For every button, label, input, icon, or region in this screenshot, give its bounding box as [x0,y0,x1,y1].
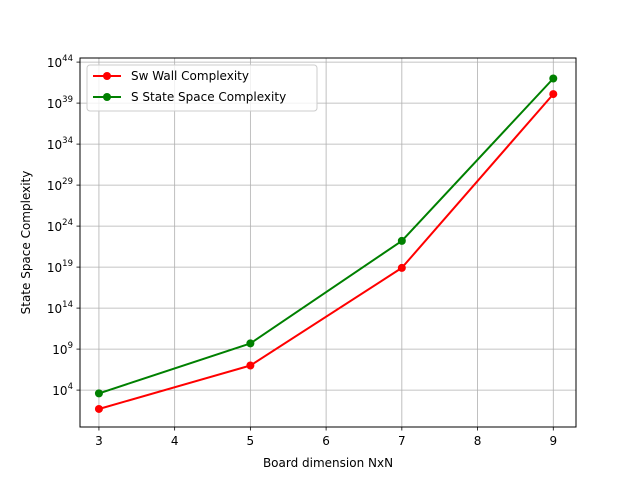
x-tick-label: 4 [171,434,179,448]
legend-box [86,64,318,112]
plot-frame [79,57,577,428]
legend-marker [103,72,111,80]
y-tick-exponent: 29 [62,177,73,187]
y-tick-label: 104 [52,382,73,398]
series-2-point [549,74,558,83]
series-2-point [246,339,255,348]
series-line-2 [98,77,555,395]
legend: Sw Wall Complexity S State Space Complexi… [86,64,318,112]
x-axis-label: Board dimension NxN [263,456,393,470]
y-tick-exponent: 9 [68,341,73,351]
legend-marker [103,93,111,101]
y-tick-label: 1024 [47,218,73,234]
y-tick-label: 109 [52,341,73,357]
x-tick-label: 7 [398,434,406,448]
y-tick-label: 1039 [47,95,73,111]
y-tick-label: 1044 [47,54,73,70]
y-tick-label: 1029 [47,177,73,193]
y-tick-exponent: 24 [62,218,73,228]
series-group [94,74,558,413]
y-tick-base: 10 [52,343,67,357]
series-2-point [94,389,103,398]
y-tick-label: 1019 [47,259,73,275]
y-tick-base: 10 [47,302,62,316]
y-tick-label: 1014 [47,300,73,316]
series-1-point [397,263,406,272]
y-tick-exponent: 19 [62,259,73,269]
x-tick-label: 9 [549,434,557,448]
series-2-point [397,236,406,245]
series-1-point [246,361,255,370]
y-tick-base: 10 [47,220,62,234]
y-tick-base: 10 [47,138,62,152]
y-tick-base: 10 [47,179,62,193]
y-tick-exponent: 39 [62,95,73,105]
y-tick-base: 10 [52,384,67,398]
series-1-point [94,404,103,413]
y-tick-base: 10 [47,56,62,70]
x-tick-label: 3 [95,434,103,448]
legend-label: Sw Wall Complexity [131,69,249,83]
y-tick-base: 10 [47,97,62,111]
y-tick-label: 1034 [47,136,73,152]
series-line-1 [98,93,555,410]
y-tick-exponent: 44 [62,54,73,64]
y-tick-base: 10 [47,261,62,275]
y-tick-exponent: 34 [62,136,73,146]
y-tick-exponent: 4 [68,382,73,392]
series-1-point [549,90,558,99]
x-tick-label: 6 [322,434,330,448]
x-axis-ticks: 3 4 5 6 7 8 9 [95,427,557,448]
legend-label: S State Space Complexity [131,90,286,104]
x-tick-label: 5 [247,434,255,448]
y-tick-exponent: 14 [62,300,73,310]
x-tick-label: 8 [474,434,482,448]
y-axis-label: State Space Complexity [19,171,33,315]
